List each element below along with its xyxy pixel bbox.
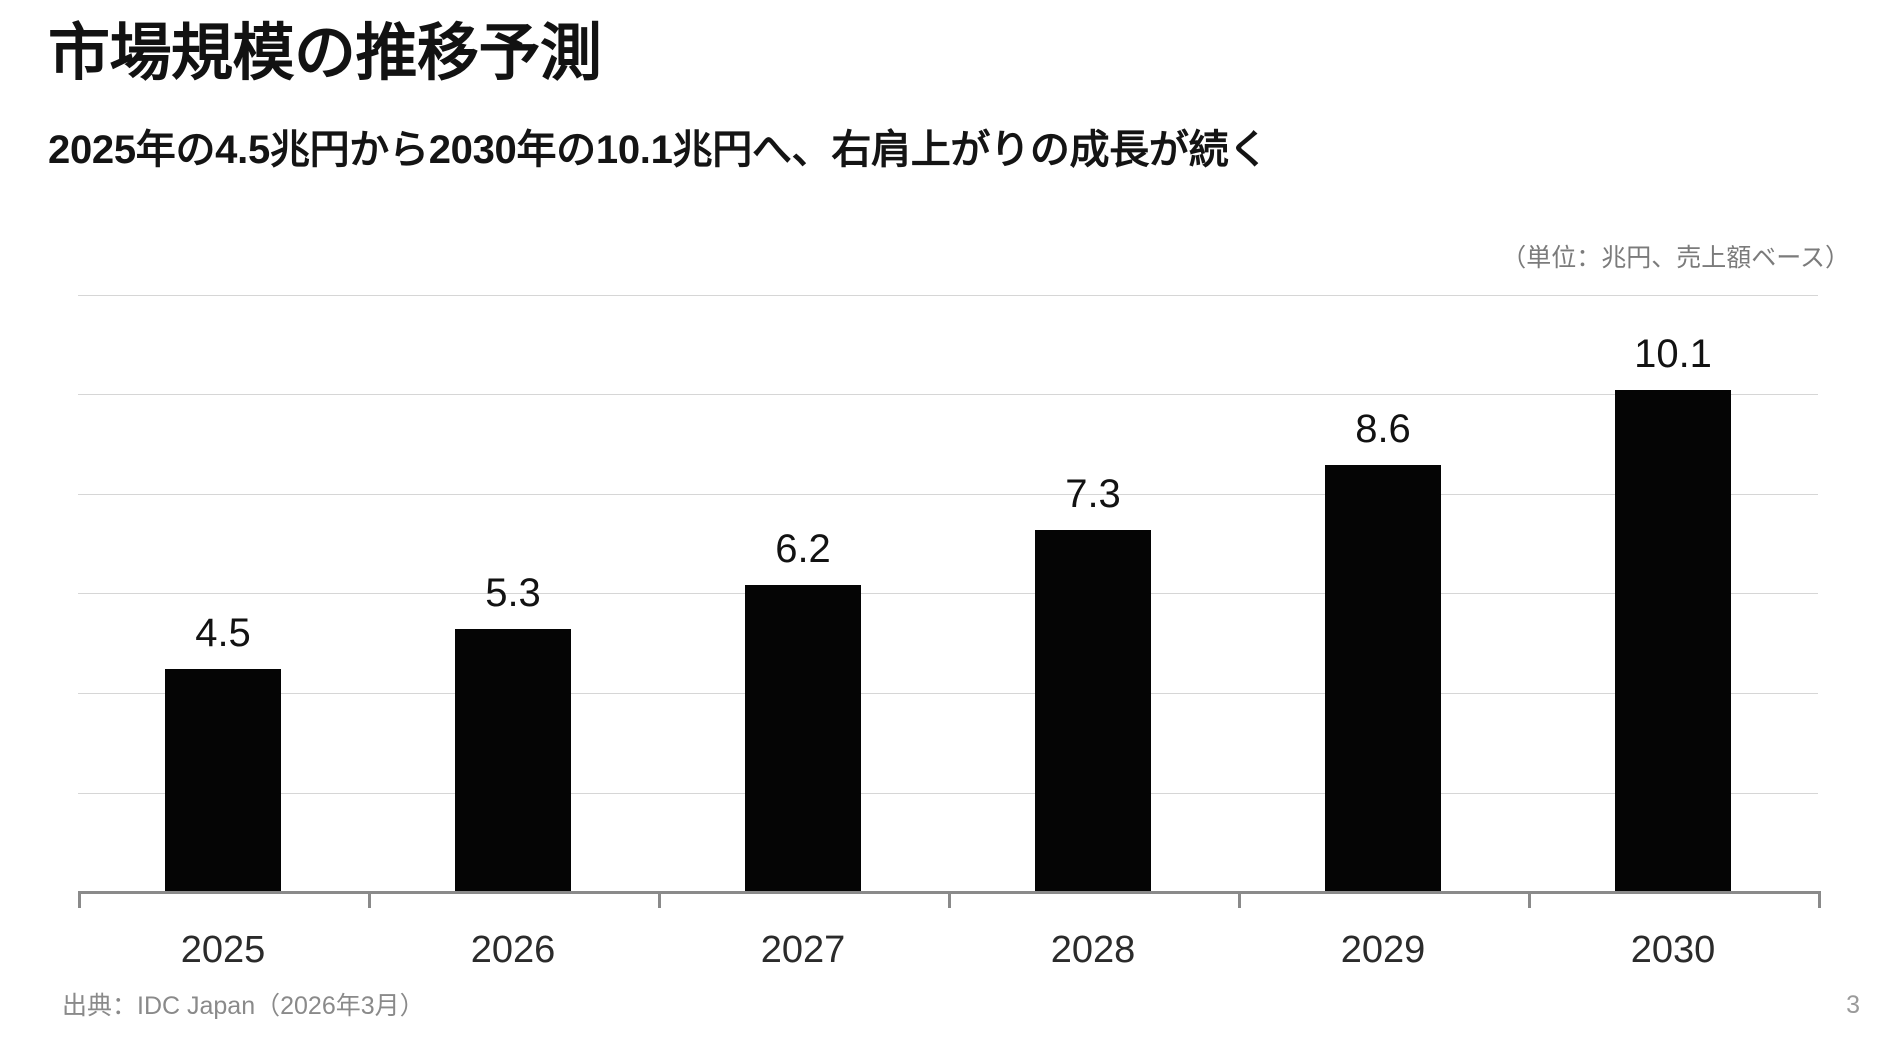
bar-value-label: 6.2 <box>775 526 831 571</box>
bar-value-label: 5.3 <box>485 571 541 616</box>
bar-group: 10.1 <box>1528 286 1818 893</box>
bar-value-label: 8.6 <box>1355 407 1411 452</box>
bar[interactable] <box>1325 465 1441 893</box>
x-axis-tick <box>658 891 661 908</box>
x-axis-tick <box>948 891 951 908</box>
page-number: 3 <box>1846 991 1860 1019</box>
bar-chart: 4.5 5.3 6.2 7.3 8.6 10.1 <box>78 286 1818 893</box>
x-axis-tick <box>1818 891 1821 908</box>
x-axis-tick <box>78 891 81 908</box>
x-axis-tick <box>368 891 371 908</box>
bar-group: 8.6 <box>1238 286 1528 893</box>
x-axis-label: 2028 <box>1050 929 1136 971</box>
bar-group: 7.3 <box>948 286 1238 893</box>
bar-group: 5.3 <box>368 286 658 893</box>
x-axis-label: 2025 <box>180 929 266 971</box>
x-axis-tick <box>1528 891 1531 908</box>
x-axis-label: 2029 <box>1340 929 1426 971</box>
page-subtitle: 2025年の4.5兆円から2030年の10.1兆円へ、右肩上がりの成長が続く <box>48 128 1269 172</box>
page-title: 市場規模の推移予測 <box>48 19 602 88</box>
plot-area: 4.5 5.3 6.2 7.3 8.6 10.1 <box>78 286 1818 893</box>
bar[interactable] <box>165 669 281 893</box>
bar[interactable] <box>455 629 571 893</box>
x-axis-label: 2030 <box>1630 929 1716 971</box>
x-axis-labels: 2025 2026 2027 2028 2029 2030 <box>78 929 1818 986</box>
bar[interactable] <box>1035 529 1151 893</box>
bar-value-label: 4.5 <box>195 611 251 656</box>
x-axis-label: 2026 <box>470 929 556 971</box>
bar-group: 6.2 <box>658 286 948 893</box>
x-axis-label: 2027 <box>760 929 846 971</box>
bar[interactable] <box>1615 390 1731 893</box>
source-note: 出典：IDC Japan（2026年3月） <box>62 992 425 1020</box>
unit-note: （単位：兆円、売上額ベース） <box>1501 244 1850 272</box>
bar[interactable] <box>745 584 861 893</box>
bar-value-label: 10.1 <box>1634 332 1712 377</box>
bar-group: 4.5 <box>78 286 368 893</box>
x-axis-tick <box>1238 891 1241 908</box>
bar-value-label: 7.3 <box>1065 471 1121 516</box>
